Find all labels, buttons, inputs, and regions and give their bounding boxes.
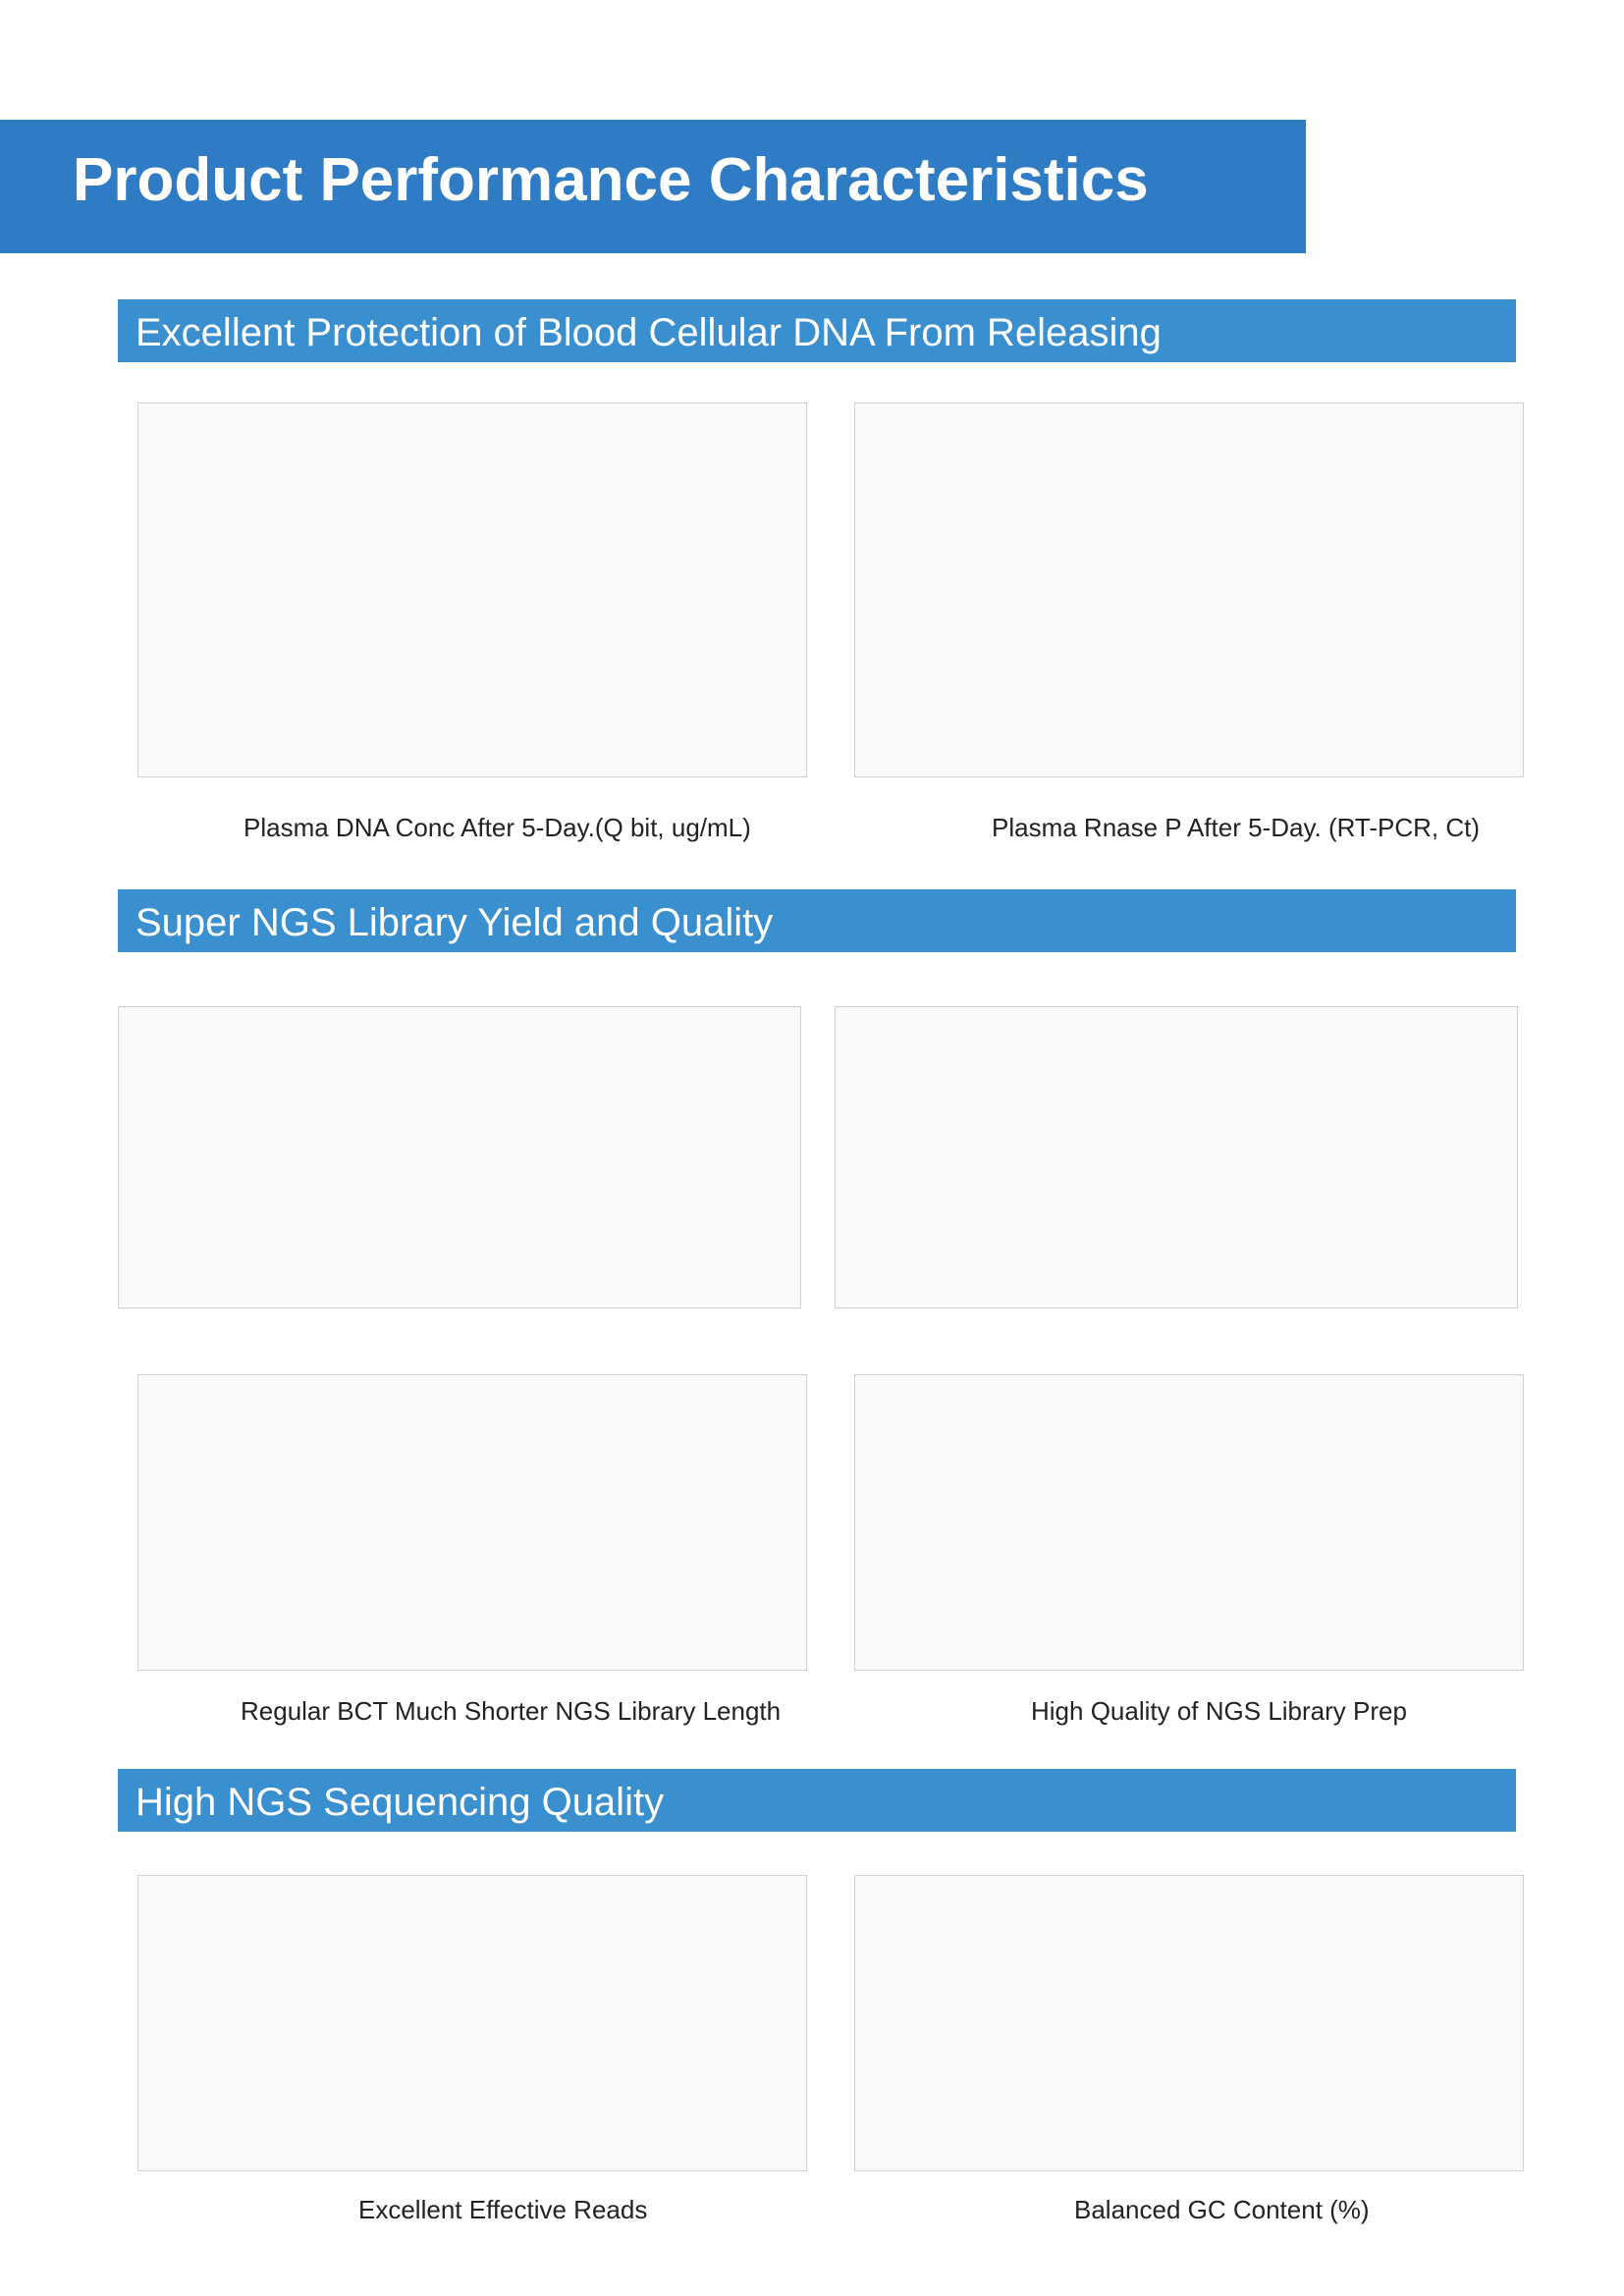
section-title-1: Excellent Protection of Blood Cellular D… — [135, 311, 1162, 354]
caption-4: High Quality of NGS Library Prep — [1031, 1696, 1407, 1726]
caption-2: Plasma Rnase P After 5-Day. (RT-PCR, Ct) — [992, 813, 1481, 842]
gel-image-placeholder — [118, 1006, 801, 1308]
caption-3: Regular BCT Much Shorter NGS Library Len… — [241, 1696, 782, 1726]
chart-placeholder-6 — [854, 1875, 1524, 2171]
caption-1: Plasma DNA Conc After 5-Day.(Q bit, ug/m… — [244, 813, 751, 842]
chart-placeholder-2 — [854, 402, 1524, 777]
chart-placeholder-4 — [854, 1374, 1524, 1671]
chart-placeholder-3 — [137, 1374, 807, 1671]
section-header-1: Excellent Protection of Blood Cellular D… — [118, 299, 1516, 362]
section-header-2: Super NGS Library Yield and Quality — [118, 889, 1516, 952]
section-title-3: High NGS Sequencing Quality — [135, 1781, 665, 1824]
section-header-3: High NGS Sequencing Quality — [118, 1769, 1516, 1832]
caption-5: Excellent Effective Reads — [358, 2195, 648, 2224]
page-title: Product Performance Characteristics — [73, 146, 1149, 214]
title-banner: Product Performance Characteristics — [0, 120, 1306, 253]
section-title-2: Super NGS Library Yield and Quality — [135, 901, 774, 944]
chart-placeholder-1 — [137, 402, 807, 777]
caption-6: Balanced GC Content (%) — [1074, 2195, 1370, 2224]
chart-placeholder-5 — [137, 1875, 807, 2171]
trace-image-placeholder — [835, 1006, 1518, 1308]
